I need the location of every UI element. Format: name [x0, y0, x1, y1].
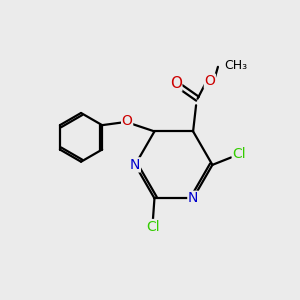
Text: N: N: [130, 158, 140, 172]
Text: N: N: [188, 191, 198, 205]
Text: O: O: [122, 114, 133, 128]
Text: O: O: [204, 74, 215, 88]
Text: CH₃: CH₃: [224, 59, 248, 72]
Text: O: O: [170, 76, 182, 91]
Text: Cl: Cl: [146, 220, 160, 234]
Text: Cl: Cl: [232, 148, 246, 161]
